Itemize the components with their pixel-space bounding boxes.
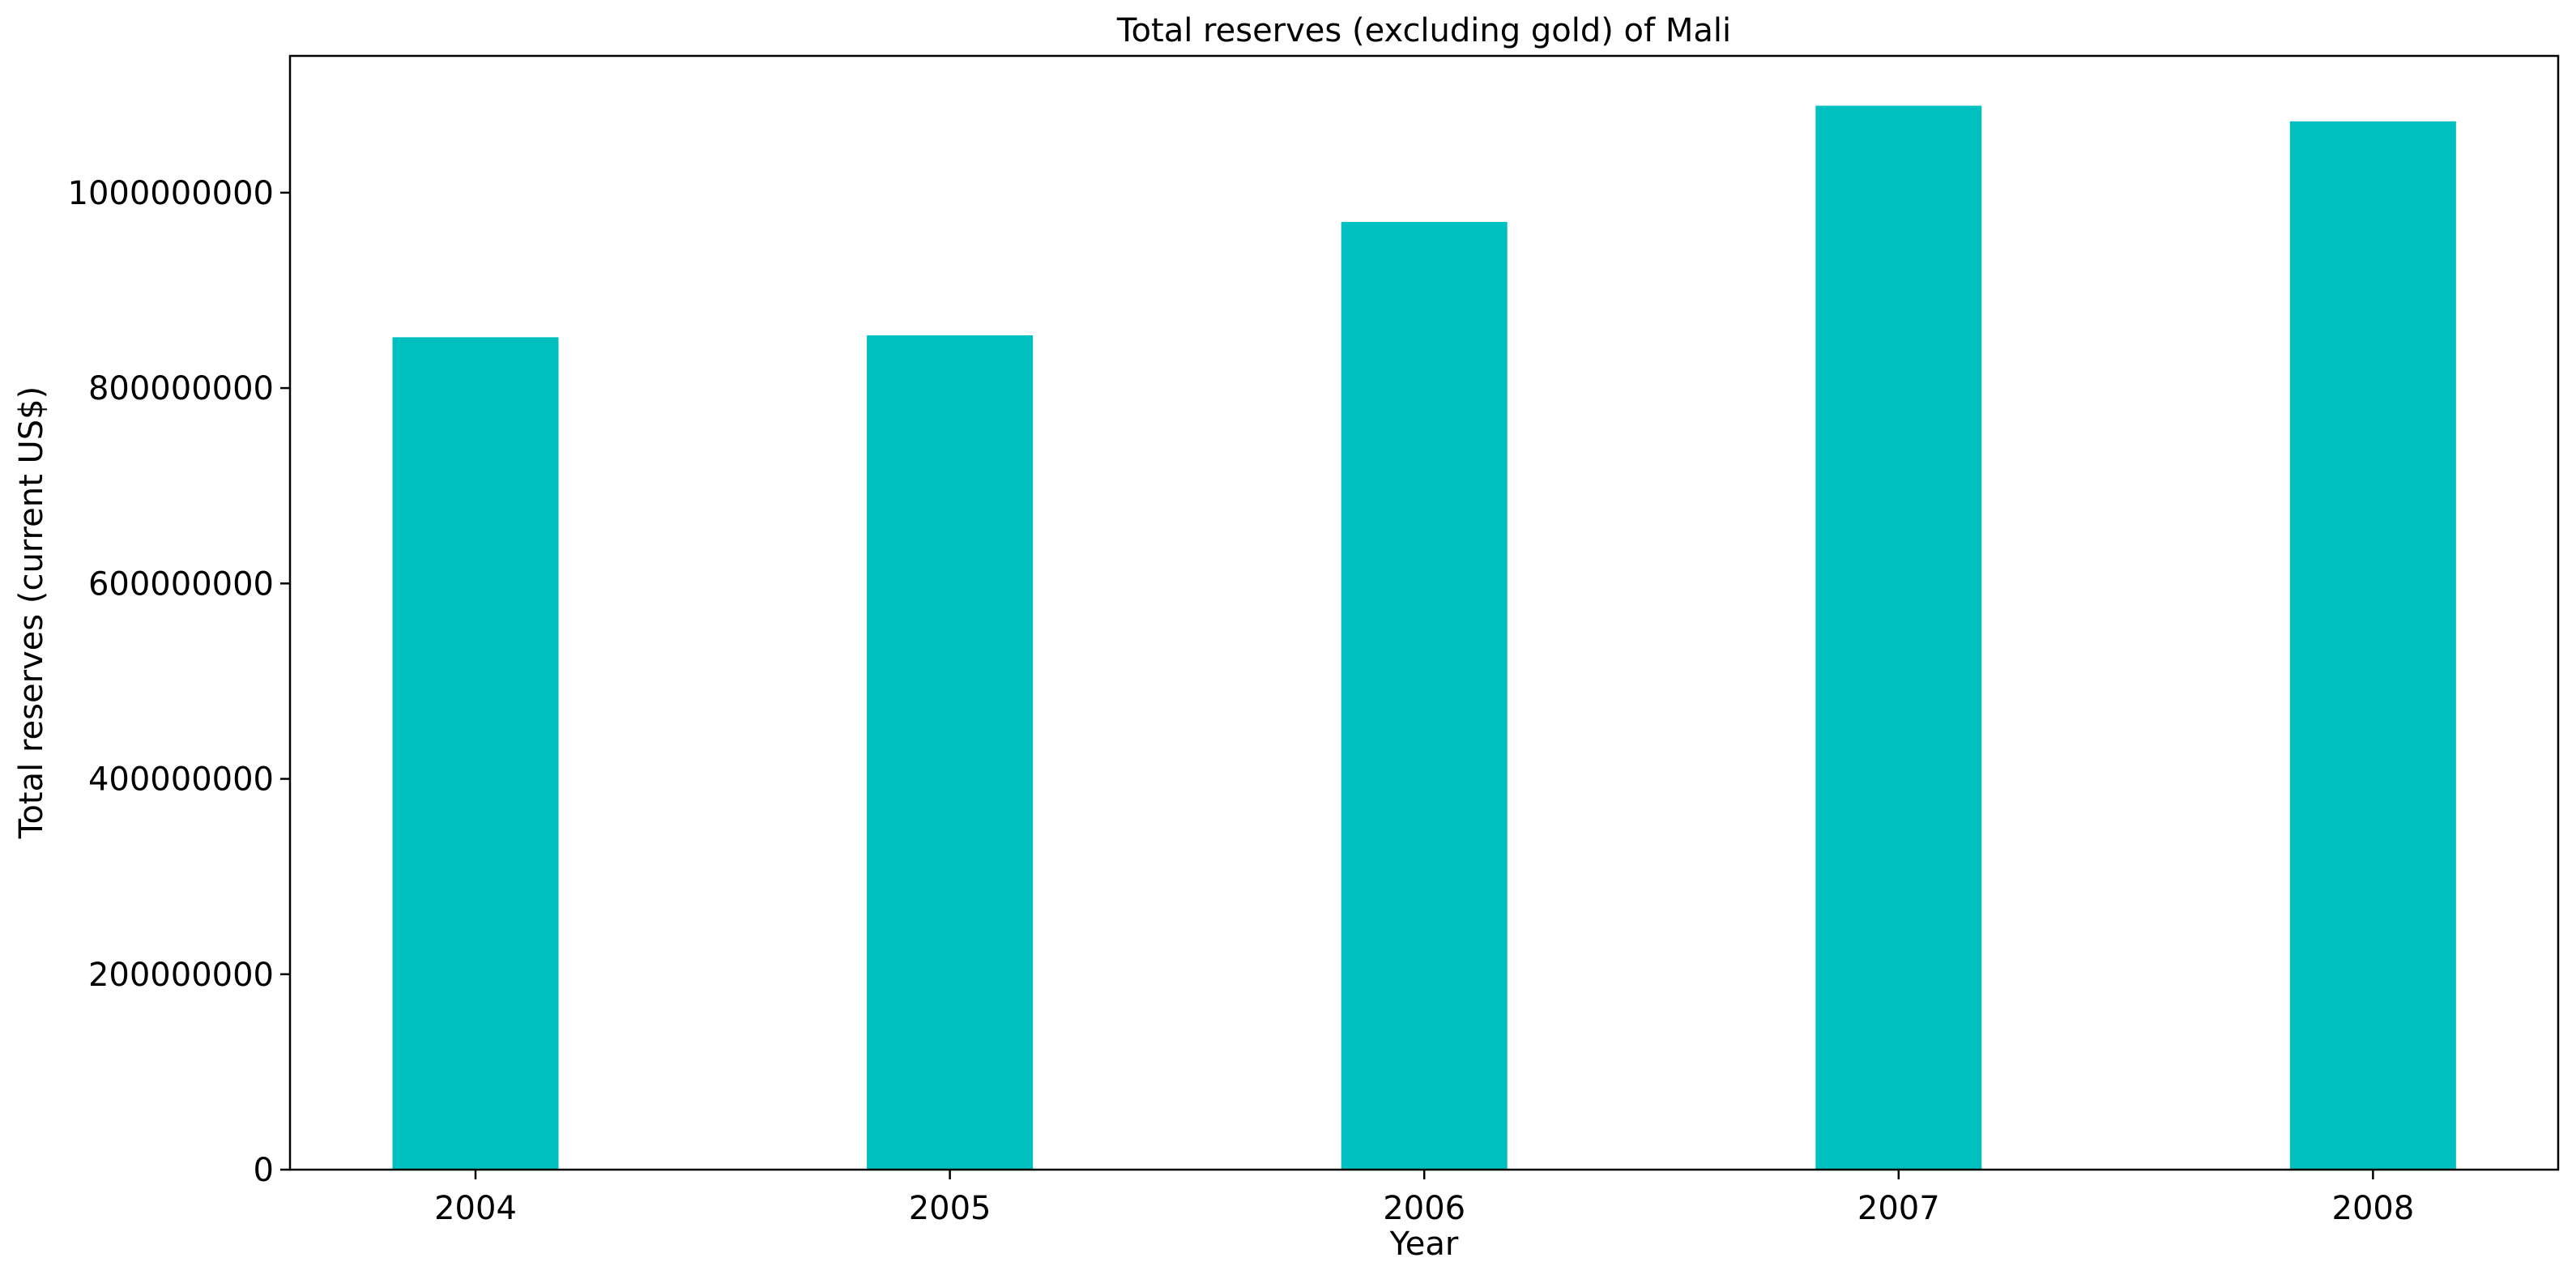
x-tick-label: 2007: [1857, 1190, 1940, 1227]
x-tick-label: 2008: [2332, 1190, 2415, 1227]
y-tick-label: 600000000: [88, 565, 274, 603]
y-tick-label: 800000000: [88, 370, 274, 407]
x-tick-label: 2005: [909, 1190, 992, 1227]
y-tick-label: 200000000: [88, 957, 274, 994]
bar-2005: [867, 335, 1034, 1170]
y-tick-label: 0: [254, 1152, 274, 1189]
y-axis-label: Total reserves (current US$): [13, 386, 50, 839]
x-axis-ticks: 2004 2005 2006 2007 2008: [434, 1170, 2414, 1227]
bar-2007: [1815, 105, 1982, 1170]
y-tick-label: 1000000000: [68, 175, 275, 212]
bar-2006: [1341, 222, 1508, 1170]
y-axis-ticks: 0 200000000 400000000 600000000 800000000 100…: [68, 175, 290, 1189]
bar-2008: [2289, 121, 2456, 1170]
chart-title: Total reserves (excluding gold) of Mali: [1116, 12, 1731, 49]
bars-layer: [392, 105, 2456, 1170]
x-tick-label: 2004: [434, 1190, 517, 1227]
x-tick-label: 2006: [1383, 1190, 1465, 1227]
y-tick-label: 400000000: [88, 761, 274, 799]
plot-frame: [288, 54, 2560, 1171]
x-axis-label: Year: [1389, 1226, 1459, 1263]
bar-2004: [392, 337, 559, 1170]
